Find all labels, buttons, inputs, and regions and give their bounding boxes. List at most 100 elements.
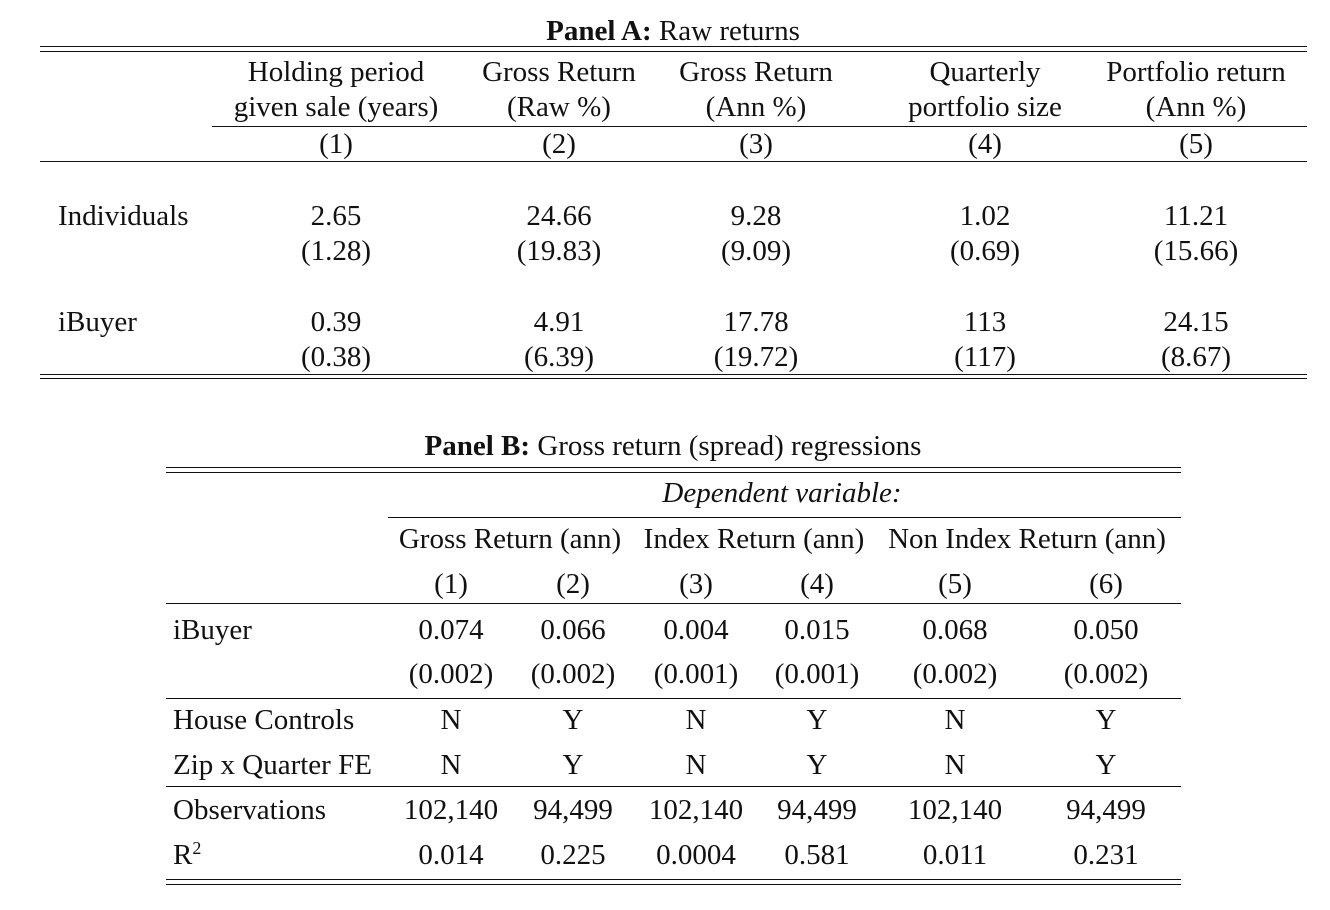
dependent-variable-rule: [388, 517, 1181, 518]
ibuyer-coef-se-5: (0.002): [912, 658, 998, 690]
row-label-house-controls: House Controls: [173, 704, 355, 736]
observations-6: 94,499: [1066, 794, 1146, 826]
zip-quarter-fe-2: Y: [562, 749, 584, 781]
panel-a-col-num-2: (2): [542, 128, 576, 160]
panel-a-header-2-line1: Gross Return: [482, 56, 636, 88]
dependent-variable-label: Dependent variable:: [662, 477, 902, 509]
ibuyer-coef-5: 0.068: [922, 614, 988, 646]
zip-quarter-fe-1: N: [440, 749, 462, 781]
panel-b-coef-rule: [166, 698, 1181, 699]
individuals-se-1: (1.28): [300, 235, 372, 267]
individuals-se-3: (9.09): [720, 235, 792, 267]
panel-a-title: Panel A: Raw returns: [546, 17, 800, 46]
individuals-value-4: 1.02: [959, 200, 1011, 232]
panel-a-title-bold: Panel A:: [546, 15, 652, 47]
ibuyer-coef-3: 0.004: [663, 614, 729, 646]
row-label-individuals: Individuals: [58, 200, 189, 232]
zip-quarter-fe-5: N: [944, 749, 966, 781]
ibuyer-se-4: (117): [954, 341, 1016, 373]
panel-a-header-4-line1: Quarterly: [929, 56, 1041, 88]
ibuyer-se-5: (8.67): [1160, 341, 1232, 373]
ibuyer-se-3: (19.72): [713, 341, 799, 373]
observations-2: 94,499: [533, 794, 613, 826]
panel-a-title-rest: Raw returns: [651, 15, 800, 47]
panel-b-col-num-6: (6): [1089, 568, 1123, 600]
r-squared-2: 0.225: [540, 839, 606, 871]
ibuyer-coef-1: 0.074: [418, 614, 484, 646]
ibuyer-coef-4: 0.015: [784, 614, 850, 646]
house-controls-5: N: [944, 704, 966, 736]
panel-a-header-4-line2: portfolio size: [908, 91, 1062, 123]
individuals-value-1: 2.65: [310, 200, 362, 232]
ibuyer-coef-se-6: (0.002): [1063, 658, 1149, 690]
panel-b-title-bold: Panel B:: [424, 430, 531, 462]
panel-a-header-3-line2: (Ann %): [705, 91, 807, 123]
ibuyer-coef-6: 0.050: [1073, 614, 1139, 646]
panel-a-col-num-4: (4): [968, 128, 1002, 160]
panel-b-title-rest: Gross return (spread) regressions: [530, 430, 922, 462]
panel-a-top-rule-2: [40, 51, 1307, 52]
house-controls-3: N: [685, 704, 707, 736]
panel-b-bottom-rule-2: [166, 884, 1181, 885]
panel-a-header-3-line1: Gross Return: [679, 56, 833, 88]
panel-b-col-num-2: (2): [556, 568, 590, 600]
individuals-value-3: 9.28: [730, 200, 782, 232]
house-controls-2: Y: [562, 704, 584, 736]
row-label-zip-quarter-fe: Zip x Quarter FE: [173, 749, 372, 781]
r-squared-base: R: [173, 839, 193, 871]
r-squared-4: 0.581: [784, 839, 850, 871]
ibuyer-coef-se-1: (0.002): [408, 658, 494, 690]
panel-b-title: Panel B: Gross return (spread) regressio…: [425, 432, 922, 461]
ibuyer-value-1: 0.39: [310, 306, 362, 338]
panel-a-col-num-5: (5): [1179, 128, 1213, 160]
house-controls-4: Y: [806, 704, 828, 736]
panel-b-header-rule: [166, 603, 1181, 604]
individuals-se-4: (0.69): [949, 235, 1021, 267]
ibuyer-value-2: 4.91: [533, 306, 585, 338]
group-header-nonindex: Non Index Return (ann): [888, 523, 1166, 555]
observations-3: 102,140: [648, 794, 744, 826]
panel-a-bottom-rule: [40, 374, 1307, 375]
panel-b-controls-rule: [166, 786, 1181, 787]
panel-b-col-num-4: (4): [800, 568, 834, 600]
ibuyer-se-2: (6.39): [523, 341, 595, 373]
panel-a-col-num-3: (3): [739, 128, 773, 160]
panel-a-header-rule: [212, 126, 1307, 127]
panel-a-mid-rule: [40, 161, 1307, 162]
ibuyer-value-4: 113: [963, 306, 1007, 338]
panel-a-header-5-line2: (Ann %): [1145, 91, 1247, 123]
panel-b-top-rule-2: [166, 472, 1181, 473]
ibuyer-value-5: 24.15: [1163, 306, 1229, 338]
panel-a-header-1-line1: Holding period: [247, 56, 425, 88]
panel-a-header-2-line2: (Raw %): [507, 91, 611, 123]
r-squared-superscript: 2: [192, 838, 202, 859]
panel-b-col-num-5: (5): [938, 568, 972, 600]
zip-quarter-fe-4: Y: [806, 749, 828, 781]
house-controls-1: N: [440, 704, 462, 736]
row-label-observations: Observations: [173, 794, 327, 826]
ibuyer-coef-se-3: (0.001): [653, 658, 739, 690]
house-controls-6: Y: [1095, 704, 1117, 736]
r-squared-5: 0.011: [922, 839, 988, 871]
panel-b-top-rule: [166, 467, 1181, 468]
ibuyer-coef-2: 0.066: [540, 614, 606, 646]
zip-quarter-fe-3: N: [685, 749, 707, 781]
row-label-ibuyer: iBuyer: [58, 306, 137, 338]
group-header-index: Index Return (ann): [643, 523, 865, 555]
panel-b-col-num-1: (1): [434, 568, 468, 600]
ibuyer-coef-se-2: (0.002): [530, 658, 616, 690]
row-label-r-squared: R2: [173, 838, 202, 871]
individuals-value-5: 11.21: [1163, 200, 1229, 232]
panel-b-bottom-rule: [166, 879, 1181, 880]
ibuyer-coef-se-4: (0.001): [774, 658, 860, 690]
individuals-value-2: 24.66: [526, 200, 592, 232]
ibuyer-se-1: (0.38): [300, 341, 372, 373]
panel-a-bottom-rule-2: [40, 378, 1307, 379]
r-squared-3: 0.0004: [656, 839, 736, 871]
panel-b-col-num-3: (3): [679, 568, 713, 600]
observations-4: 94,499: [777, 794, 857, 826]
panel-a-header-1-line2: given sale (years): [233, 91, 439, 123]
observations-5: 102,140: [907, 794, 1003, 826]
panel-b-row-label-ibuyer: iBuyer: [173, 614, 252, 646]
individuals-se-5: (15.66): [1153, 235, 1239, 267]
